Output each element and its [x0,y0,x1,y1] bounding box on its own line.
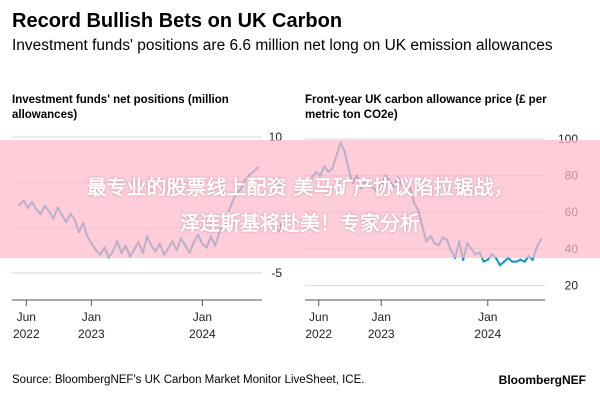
left-xtick-label: 2024 [189,327,216,341]
right-xtick-label: 2024 [474,327,501,341]
banner-line-1: 最专业的股票线上配资 美马矿产协议陷拉锯战， [86,175,514,199]
right-ytick-label: 20 [565,278,579,292]
right-data-point [531,258,534,261]
chart-title: Record Bullish Bets on UK Carbon [12,10,343,32]
right-xtick-label: Jan [372,310,391,324]
right-xtick-label: 2022 [305,327,332,341]
right-data-point [519,258,522,261]
left-xtick-label: Jun [17,310,36,324]
right-xtick-label: 2023 [368,327,395,341]
right-data-point [482,260,485,263]
right-data-point [511,260,514,263]
chart-subtitle: Investment funds' positions are 6.6 mill… [12,37,553,54]
right-data-point [462,258,465,261]
right-xtick-label: Jun [309,310,328,324]
left-xtick-label: Jan [82,310,101,324]
banner-line-2: 泽连斯基将赴美！专家分析 [180,211,420,235]
source-note: Source: BloombergNEF's UK Carbon Market … [12,374,365,386]
left-xtick-label: 2022 [13,327,40,341]
brand-logo: BloombergNEF [498,373,586,387]
right-data-point [498,264,502,267]
right-data-point [523,260,526,263]
left-panel-title: Investment funds' net positions (million… [12,94,229,121]
left-xtick-label: Jan [193,310,212,324]
left-xtick-label: 2023 [78,327,105,341]
right-data-point [515,260,518,263]
right-data-point [486,258,489,261]
right-xtick-label: Jan [478,310,497,324]
overlay-banner [0,140,600,258]
left-ytick-label: -5 [271,266,282,280]
right-data-point [502,260,506,263]
right-panel-title: Front-year UK carbon allowance price (£ … [305,94,547,121]
